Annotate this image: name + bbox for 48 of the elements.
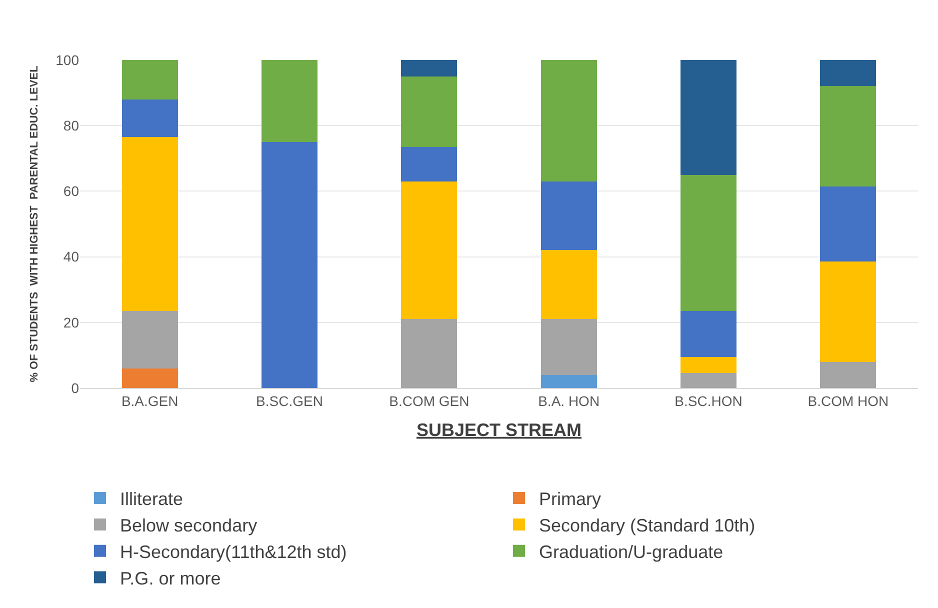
x-axis-title: SUBJECT STREAM [416,420,582,440]
bar [401,60,458,76]
bar [540,60,597,182]
bar [820,86,876,186]
x-tick-label: B.A. HON [538,392,600,409]
x-tick-label: B.COM HON [808,392,889,409]
y-tick-label: 20 [63,314,80,330]
y-tick-label: 60 [63,183,80,200]
bar [122,137,178,311]
x-tick-label: B.COM GEN [389,392,470,409]
bar [401,319,458,388]
legend-label: P.G. or more [120,568,221,588]
bar [401,76,458,147]
x-tick-label: B.SC.HON [674,392,742,409]
x-tick-label: B.SC.GEN [256,392,323,409]
bar [680,310,736,357]
bar [122,368,178,388]
x-tick-label: B.A.GEN [121,392,178,409]
bar [820,60,876,86]
bar [820,262,876,362]
y-axis-title: % OF STUDENTS WITH HIGHEST PARENTAL EDUC. LEVEL [28,65,40,382]
legend-label: Illiterate [120,489,184,510]
bar [540,250,597,320]
legend-label: Secondary (Standard 10th) [539,515,756,536]
legend-label: Primary [539,489,601,510]
bar [680,174,736,311]
y-tick-label: 80 [63,118,80,134]
y-tick-label: 40 [63,248,80,265]
bar [262,60,318,142]
legend-label: Below secondary [120,515,258,536]
bar [401,146,458,182]
bar [540,319,597,375]
bar [680,60,736,175]
legend-label: Graduation/U-graduate [539,542,724,562]
y-tick-label: 100 [56,52,80,68]
bar [262,142,318,388]
bar [122,310,178,368]
bar [540,181,597,250]
y-tick-label: 0 [71,380,80,396]
bar [680,356,736,374]
legend-label: H-Secondary(11th&12th std) [120,542,347,562]
bar [401,181,458,320]
bar [122,99,178,138]
bar [680,373,736,388]
bar [540,374,597,388]
bar [820,186,876,262]
bar [820,362,876,388]
bar [122,60,178,100]
